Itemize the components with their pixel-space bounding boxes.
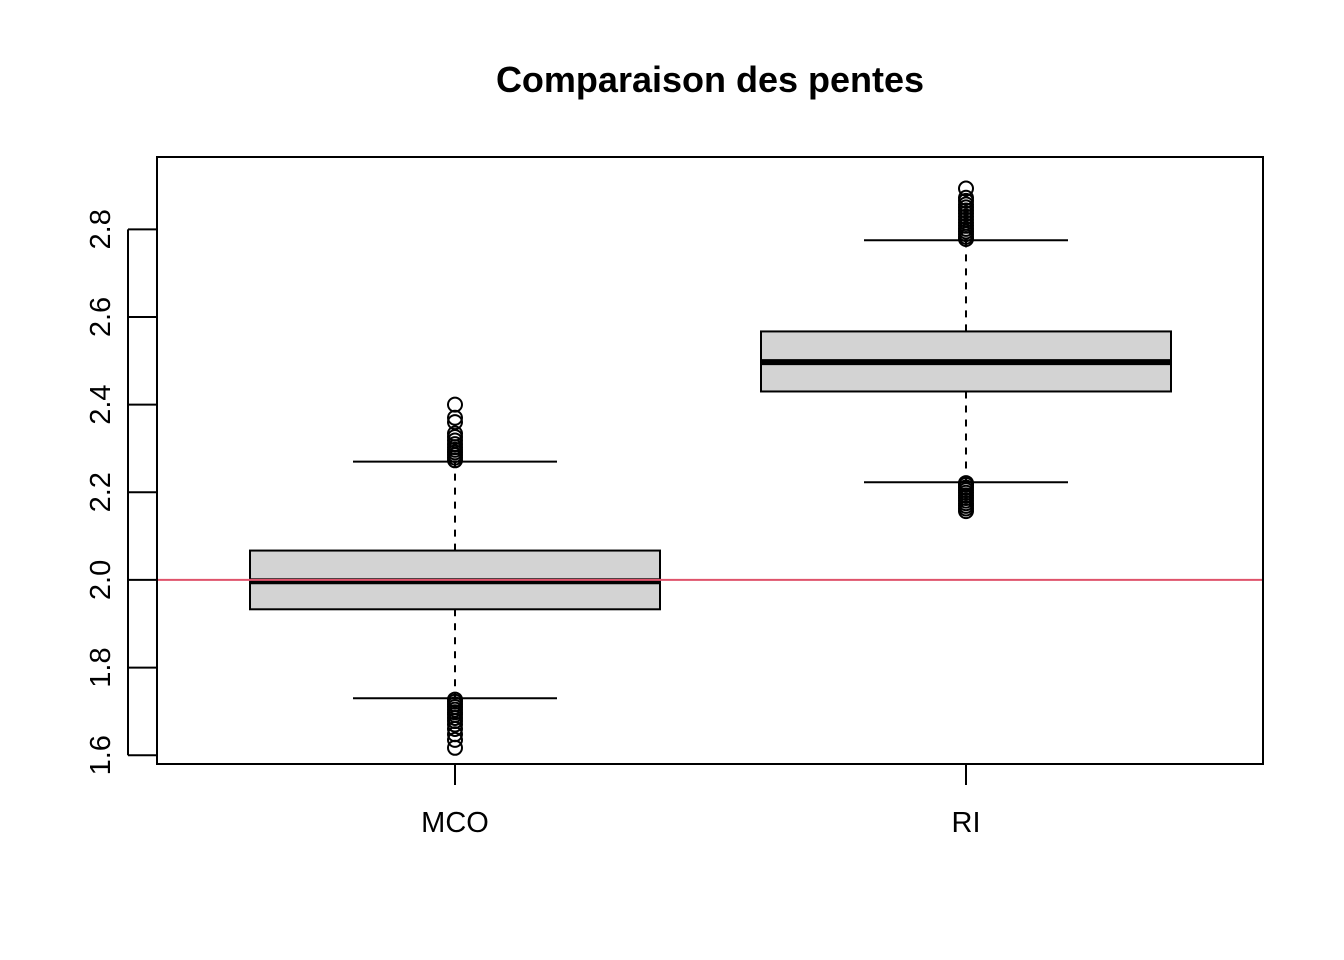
- outlier-point: [958, 475, 974, 492]
- y-tick-label: 2.2: [85, 472, 117, 512]
- y-tick-label: 2.8: [85, 209, 117, 249]
- y-tick-label: 1.6: [85, 735, 117, 775]
- plot-frame: [156, 156, 1264, 765]
- y-tick-label: 1.8: [85, 647, 117, 687]
- outlier-point: [958, 189, 974, 206]
- chart-title: Comparaison des pentes: [496, 59, 924, 100]
- y-tick-label: 2.0: [85, 560, 117, 600]
- outlier-point: [958, 180, 974, 197]
- x-tick-label: MCO: [421, 807, 489, 839]
- y-tick-label: 2.4: [85, 384, 117, 424]
- outlier-point: [447, 731, 463, 748]
- outlier-point: [447, 691, 463, 708]
- outlier-point: [447, 414, 463, 431]
- outlier-point: [447, 425, 463, 442]
- outlier-point: [447, 396, 463, 413]
- box-group: [760, 180, 1172, 520]
- y-tick-label: 2.6: [85, 297, 117, 337]
- x-tick-label: RI: [952, 807, 981, 839]
- plot-area: [157, 180, 1263, 756]
